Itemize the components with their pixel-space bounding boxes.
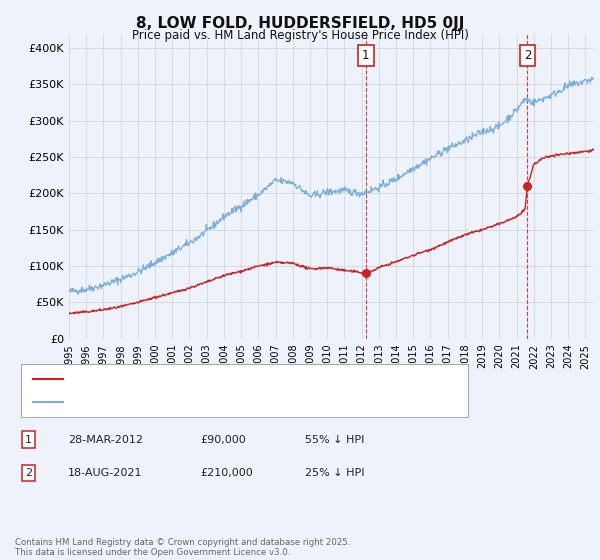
Text: £90,000: £90,000 <box>200 435 245 445</box>
Text: 25% ↓ HPI: 25% ↓ HPI <box>305 468 364 478</box>
Text: Price paid vs. HM Land Registry's House Price Index (HPI): Price paid vs. HM Land Registry's House … <box>131 29 469 42</box>
Text: Contains HM Land Registry data © Crown copyright and database right 2025.
This d: Contains HM Land Registry data © Crown c… <box>15 538 350 557</box>
Text: 8, LOW FOLD, HUDDERSFIELD, HD5 0JJ: 8, LOW FOLD, HUDDERSFIELD, HD5 0JJ <box>136 16 464 31</box>
Text: 55% ↓ HPI: 55% ↓ HPI <box>305 435 364 445</box>
Text: 2: 2 <box>524 49 531 62</box>
Text: 18-AUG-2021: 18-AUG-2021 <box>68 468 142 478</box>
Text: 1: 1 <box>362 49 370 62</box>
Text: HPI: Average price, detached house, Kirklees: HPI: Average price, detached house, Kirk… <box>69 397 304 407</box>
Text: £210,000: £210,000 <box>200 468 253 478</box>
Text: 1: 1 <box>25 435 32 445</box>
Text: 2: 2 <box>25 468 32 478</box>
Text: 8, LOW FOLD, HUDDERSFIELD, HD5 0JJ (detached house): 8, LOW FOLD, HUDDERSFIELD, HD5 0JJ (deta… <box>69 374 364 384</box>
Text: 28-MAR-2012: 28-MAR-2012 <box>68 435 143 445</box>
